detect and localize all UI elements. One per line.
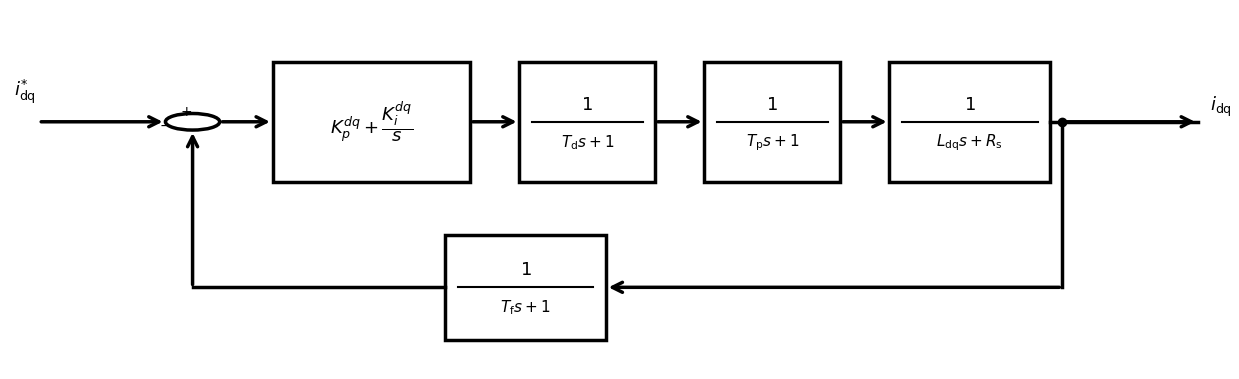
- Text: $L_{\mathrm{dq}}s+R_{\mathrm{s}}$: $L_{\mathrm{dq}}s+R_{\mathrm{s}}$: [937, 132, 1004, 153]
- Text: $T_{\mathrm{d}}s+1$: $T_{\mathrm{d}}s+1$: [560, 133, 615, 152]
- Text: $i_{\mathrm{dq}}$: $i_{\mathrm{dq}}$: [1211, 95, 1232, 119]
- Text: $K_{p}^{dq}+\dfrac{K_{i}^{dq}}{s}$: $K_{p}^{dq}+\dfrac{K_{i}^{dq}}{s}$: [330, 99, 413, 144]
- Text: $T_{\mathrm{f}}s+1$: $T_{\mathrm{f}}s+1$: [501, 299, 551, 317]
- Text: $+$: $+$: [181, 105, 192, 119]
- Text: $T_{\mathrm{p}}s+1$: $T_{\mathrm{p}}s+1$: [746, 132, 799, 153]
- FancyBboxPatch shape: [446, 235, 606, 340]
- FancyBboxPatch shape: [705, 61, 840, 182]
- Circle shape: [166, 113, 219, 130]
- Text: $1$: $1$: [964, 96, 975, 114]
- Text: $1$: $1$: [767, 96, 778, 114]
- Text: $1$: $1$: [519, 262, 532, 279]
- FancyBboxPatch shape: [273, 61, 470, 182]
- Text: $1$: $1$: [581, 96, 593, 114]
- FancyBboxPatch shape: [519, 61, 655, 182]
- Text: $-$: $-$: [160, 118, 171, 132]
- Text: $i_{\mathrm{dq}}^{*}$: $i_{\mathrm{dq}}^{*}$: [14, 77, 36, 106]
- FancyBboxPatch shape: [890, 61, 1049, 182]
